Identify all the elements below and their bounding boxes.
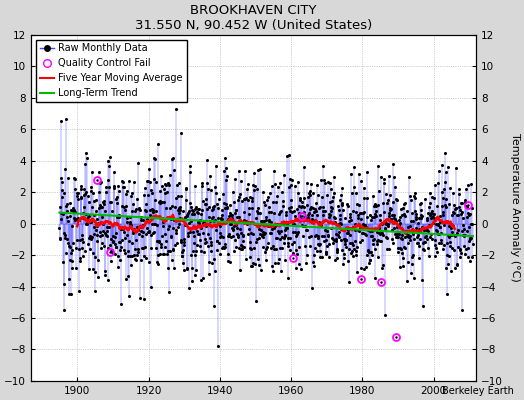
Title: BROOKHAVEN CITY
31.550 N, 90.452 W (United States): BROOKHAVEN CITY 31.550 N, 90.452 W (Unit… <box>135 4 372 32</box>
Legend: Raw Monthly Data, Quality Control Fail, Five Year Moving Average, Long-Term Tren: Raw Monthly Data, Quality Control Fail, … <box>36 40 187 102</box>
Y-axis label: Temperature Anomaly (°C): Temperature Anomaly (°C) <box>510 134 520 282</box>
Text: Berkeley Earth: Berkeley Earth <box>442 386 514 396</box>
